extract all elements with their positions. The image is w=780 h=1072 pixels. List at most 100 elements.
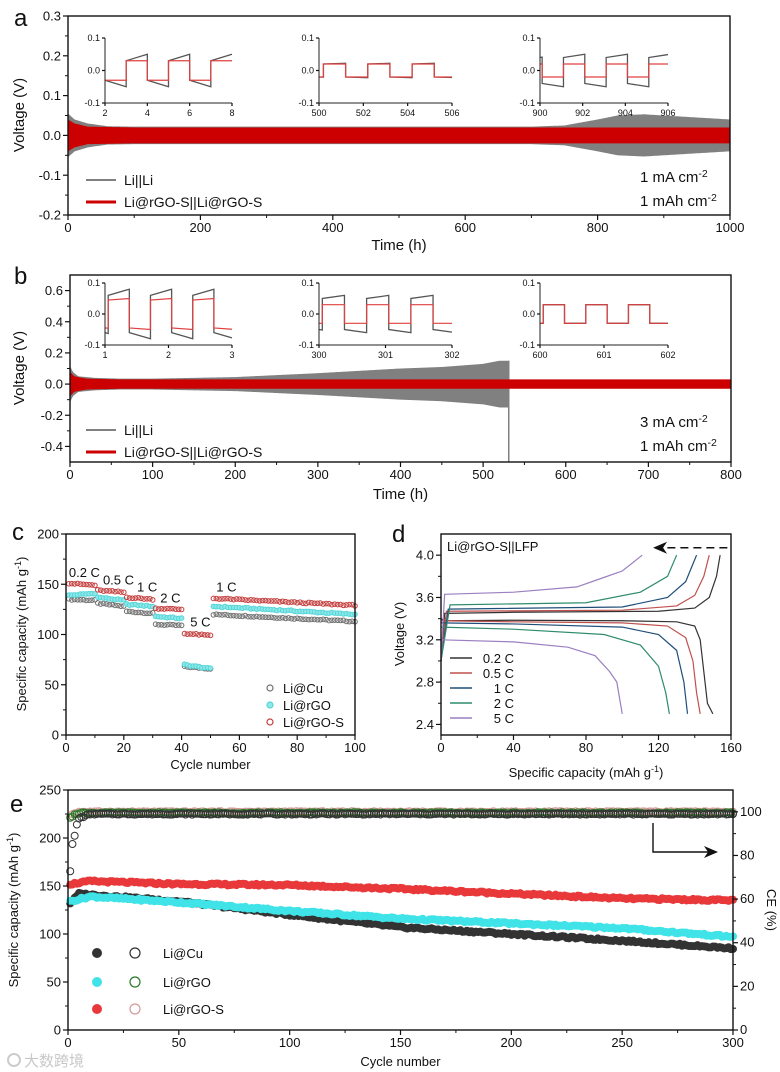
data-point xyxy=(291,616,298,622)
panel-d-charge-discharge-chart: 0 40 80 120 160 2.4 2.8 3.2 3.6 4.0 Specific capac… xyxy=(392,533,742,780)
x-tick-label: 100 xyxy=(279,1035,301,1050)
data-point xyxy=(334,601,341,608)
x-axis-label: Specific capacity (mAh g-1) xyxy=(509,764,664,780)
data-point xyxy=(288,615,295,622)
y-tick-label: -0.4 xyxy=(41,439,63,454)
data-point xyxy=(317,616,324,623)
discharge-curve-02C xyxy=(440,618,714,715)
legend-label: 2 C xyxy=(494,696,514,711)
y-tick-label: 0 xyxy=(52,728,59,743)
y-tick-label: 0.4 xyxy=(45,314,63,329)
y-axis-label-main: Specific capacity (mAh g xyxy=(14,569,29,711)
data-point xyxy=(132,609,139,616)
y-tick-label: 0.1 xyxy=(87,278,100,288)
data-point xyxy=(68,580,75,587)
y-axis-label-end: ) xyxy=(6,833,21,837)
x-tick-label: 8 xyxy=(229,108,234,118)
data-point xyxy=(222,611,228,618)
ce-point xyxy=(77,813,86,822)
data-point xyxy=(155,622,162,628)
data-point xyxy=(149,597,156,603)
inset-chart: 900 902 904 906 -0.1 0.0 0.1 xyxy=(519,33,675,118)
y-axis-label-superscript: -1 xyxy=(5,837,15,845)
data-point xyxy=(343,602,350,608)
x-tick-label: 50 xyxy=(172,1035,186,1050)
data-point xyxy=(77,581,84,587)
rate-label: 1 C xyxy=(137,579,157,594)
y-tick-label: 0.0 xyxy=(522,66,535,76)
data-point xyxy=(305,616,312,623)
data-point xyxy=(141,610,147,617)
discharge-curve-2C xyxy=(440,626,670,714)
x-tick-label: 250 xyxy=(611,1035,633,1050)
y-tick-label: 0.1 xyxy=(522,33,535,43)
data-point xyxy=(285,599,292,606)
legend-label: 5 C xyxy=(494,711,514,726)
y-tick-label: 200 xyxy=(39,831,61,846)
data-point xyxy=(337,601,344,608)
watermark-logo-icon xyxy=(7,1053,21,1067)
data-point xyxy=(100,588,107,594)
data-point xyxy=(210,612,217,618)
y-tick-label: 0.0 xyxy=(522,309,535,319)
legend-open-marker xyxy=(129,976,141,988)
data-point xyxy=(97,587,104,593)
rate-label: 5 C xyxy=(190,614,210,629)
data-point xyxy=(311,600,318,607)
inset-li-rgo-s-trace xyxy=(104,297,233,331)
data-point xyxy=(94,600,101,606)
data-point xyxy=(94,586,101,593)
right-y-tick-label: 0 xyxy=(740,1022,747,1037)
panel-letter-e: e xyxy=(10,791,23,818)
x-tick-label: 0 xyxy=(66,467,73,482)
data-point xyxy=(225,612,231,618)
panel-c-rate-chart: 0 20 40 60 80 100 0 50 100 150 200 Cycle number Spec… xyxy=(13,527,366,772)
data-point xyxy=(129,595,136,602)
y-tick-label: 0 xyxy=(54,1023,61,1038)
y-tick-label: 0.1 xyxy=(301,33,314,43)
x-tick-label: 600 xyxy=(454,220,476,235)
legend-label: Li||Li xyxy=(124,172,153,188)
right-y-tick-label: 100 xyxy=(740,804,762,819)
data-point xyxy=(210,595,217,602)
data-point xyxy=(152,605,159,612)
data-point xyxy=(242,597,248,603)
legend-label: Li||Li xyxy=(124,422,153,438)
data-point xyxy=(329,617,335,624)
data-point xyxy=(178,622,185,629)
data-point xyxy=(239,596,246,603)
data-point xyxy=(149,603,156,610)
data-point xyxy=(265,598,272,604)
x-tick-label: 300 xyxy=(311,350,326,360)
data-point xyxy=(346,618,353,625)
right-y-tick-label: 80 xyxy=(740,847,754,862)
data-point xyxy=(207,632,214,639)
inset-li-rgo-s-trace xyxy=(540,304,668,324)
data-point xyxy=(167,605,173,612)
condition-annotation-superscript: -2 xyxy=(708,437,717,449)
panel-a-voltage-chart: 0 200 400 600 800 1000 -0.2 -0.1 0.0 0.1 0.2 0.3 Tim… xyxy=(11,9,744,254)
data-point xyxy=(329,601,335,608)
data-point xyxy=(109,601,116,608)
y-tick-label: 0.2 xyxy=(45,345,63,360)
x-axis-label-main: Specific capacity (mAh g xyxy=(509,765,651,780)
x-tick-label: 500 xyxy=(472,467,494,482)
legend-label: Li@rGO xyxy=(163,975,211,990)
legend-open-marker xyxy=(129,947,141,959)
x-tick-label: 2 xyxy=(102,108,107,118)
x-tick-label: 902 xyxy=(575,108,590,118)
data-point xyxy=(340,617,347,624)
data-point xyxy=(109,588,116,594)
legend-label: Li@Cu xyxy=(283,681,323,696)
condition-annotation-main: 1 mAh cm xyxy=(640,193,708,210)
x-tick-label: 504 xyxy=(400,108,415,118)
inset-li-rgo-s-trace xyxy=(105,60,232,81)
x-tick-label: 900 xyxy=(532,108,547,118)
y-tick-label: 0.3 xyxy=(43,9,61,24)
data-point xyxy=(242,612,248,619)
data-point xyxy=(259,614,266,620)
x-tick-label: 40 xyxy=(174,740,188,755)
data-point xyxy=(256,598,263,604)
condition-annotation-main: 3 mA cm xyxy=(640,414,698,431)
data-point xyxy=(230,596,237,603)
